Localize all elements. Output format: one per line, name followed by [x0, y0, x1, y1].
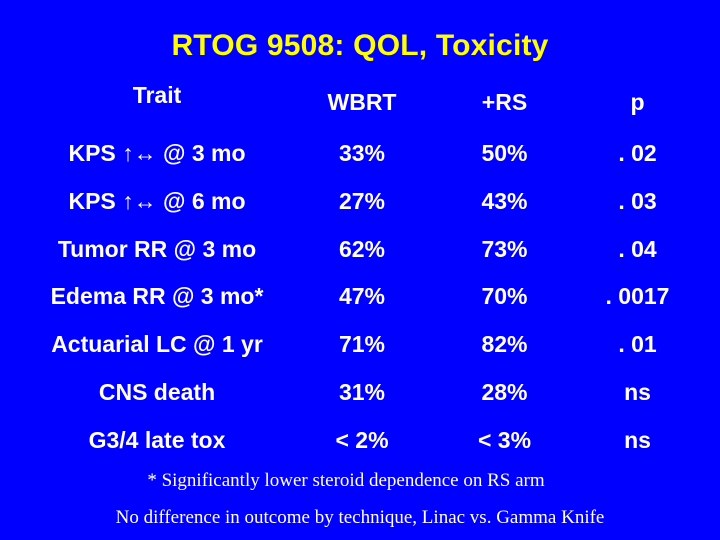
rs-cell: 50%: [481, 140, 528, 167]
wbrt-cell: 33%: [338, 140, 386, 167]
header-wbrt: WBRT: [327, 88, 397, 115]
rs-cell: 28%: [481, 378, 528, 405]
table-header-row: Trait WBRT +RS p: [22, 74, 698, 130]
p-cell: . 0017: [605, 283, 670, 310]
trait-cell: Actuarial LC @ 1 yr: [51, 331, 263, 358]
table-row: CNS death 31% 28% ns: [22, 369, 698, 417]
trait-cell: KPS ↑↔ @ 3 mo: [68, 140, 246, 167]
header-trait: Trait: [132, 82, 182, 108]
header-p: p: [630, 88, 645, 115]
slide-title: RTOG 9508: QOL, Toxicity: [171, 29, 549, 62]
wbrt-cell: 71%: [338, 331, 386, 358]
table-row: Actuarial LC @ 1 yr 71% 82% . 01: [22, 321, 698, 369]
table-row: KPS ↑↔ @ 6 mo 27% 43% . 03: [22, 178, 698, 226]
p-cell: ns: [624, 378, 651, 405]
trait-cell: CNS death: [98, 378, 216, 405]
rs-cell: 82%: [481, 331, 528, 358]
footnote-steroid: * Significantly lower steroid dependence…: [147, 470, 545, 491]
footnote-technique: No difference in outcome by technique, L…: [115, 507, 605, 528]
table-row: Tumor RR @ 3 mo 62% 73% . 04: [22, 225, 698, 273]
rs-cell: 43%: [481, 188, 528, 215]
trait-cell: Tumor RR @ 3 mo: [57, 235, 257, 262]
wbrt-cell: 62%: [338, 235, 386, 262]
wbrt-cell: 31%: [338, 378, 386, 405]
wbrt-cell: < 2%: [335, 426, 389, 453]
p-cell: . 02: [618, 140, 657, 167]
wbrt-cell: 27%: [338, 188, 386, 215]
rs-cell: 70%: [481, 283, 528, 310]
trait-cell: Edema RR @ 3 mo*: [50, 283, 264, 310]
p-cell: . 01: [618, 331, 657, 358]
table-row: Edema RR @ 3 mo* 47% 70% . 0017: [22, 273, 698, 321]
wbrt-cell: 47%: [338, 283, 386, 310]
header-rs: +RS: [481, 88, 528, 115]
table-row: KPS ↑↔ @ 3 mo 33% 50% . 02: [22, 130, 698, 178]
p-cell: ns: [624, 426, 651, 453]
trait-cell: KPS ↑↔ @ 6 mo: [68, 188, 246, 215]
table-row: G3/4 late tox < 2% < 3% ns: [22, 416, 698, 464]
rs-cell: < 3%: [477, 426, 532, 453]
trait-cell: G3/4 late tox: [88, 426, 226, 453]
p-cell: . 03: [618, 188, 657, 215]
rs-cell: 73%: [481, 235, 528, 262]
p-cell: . 04: [618, 235, 657, 262]
results-table-container: Trait WBRT +RS p KPS ↑↔ @ 3 mo 33% 50% .…: [22, 74, 698, 464]
results-table: Trait WBRT +RS p KPS ↑↔ @ 3 mo 33% 50% .…: [22, 74, 698, 464]
